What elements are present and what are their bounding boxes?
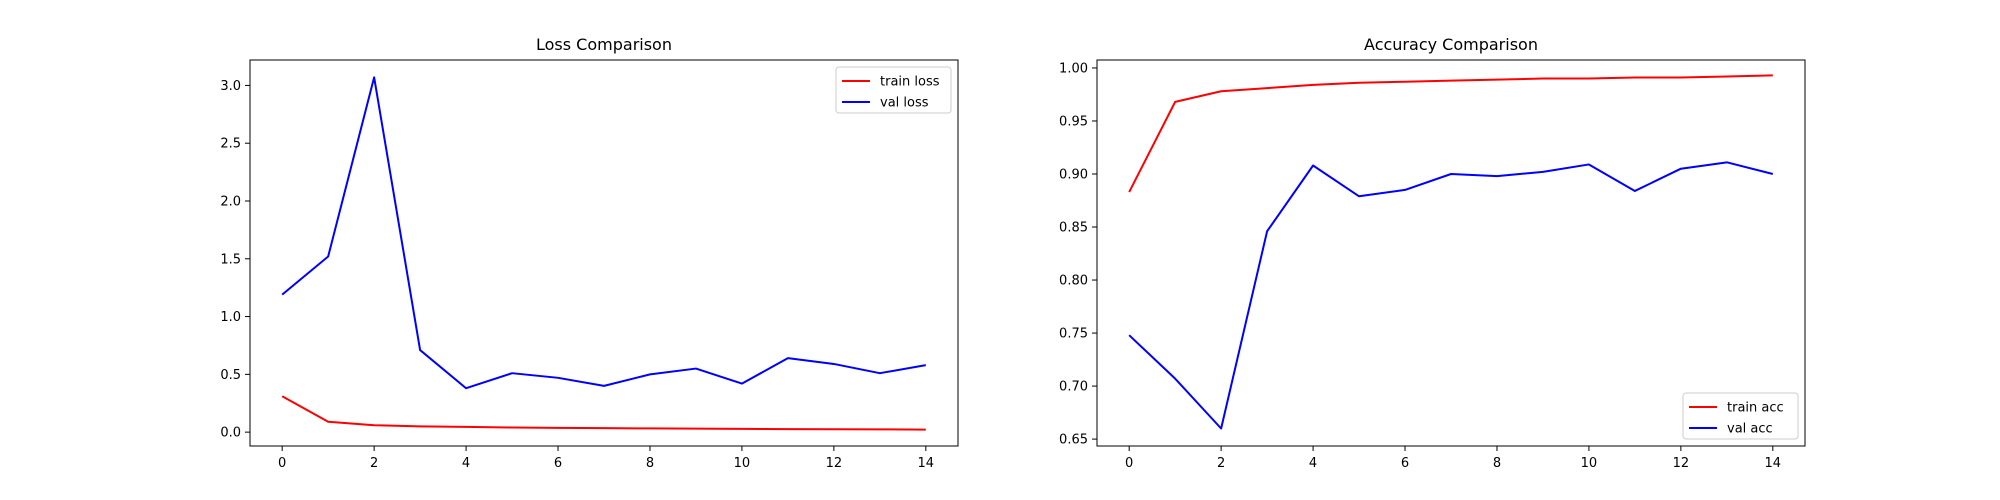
- x-tick-label: 12: [1673, 456, 1690, 471]
- y-tick-label: 0.0: [220, 426, 241, 441]
- y-tick-label: 0.80: [1059, 274, 1088, 289]
- y-tick-label: 1.5: [220, 252, 241, 267]
- legend: train loss val loss: [835, 66, 952, 114]
- y-tick-label: 0.5: [220, 368, 241, 383]
- x-tick-label: 12: [826, 456, 843, 471]
- axes-frame: [249, 59, 959, 447]
- y-tick-label: 0.95: [1059, 114, 1088, 129]
- axes-frame: [1096, 59, 1806, 447]
- legend-label: train acc: [1727, 401, 1784, 416]
- chart-title: Loss Comparison: [536, 35, 672, 54]
- legend-label: train loss: [880, 75, 940, 90]
- series-line-train-loss: [281, 395, 926, 431]
- y-tick-label: 3.0: [220, 79, 241, 94]
- y-tick-label: 1.00: [1059, 61, 1088, 76]
- y-tick-label: 0.75: [1059, 327, 1088, 342]
- y-tick-label: 0.70: [1059, 380, 1088, 395]
- x-tick-label: 8: [646, 456, 654, 471]
- x-tick-label: 0: [1125, 456, 1133, 471]
- x-tick-label: 2: [370, 456, 378, 471]
- x-tick-label: 6: [1401, 456, 1409, 471]
- y-tick-label: 1.0: [220, 310, 241, 325]
- chart-title: Accuracy Comparison: [1364, 35, 1538, 54]
- legend-label: val acc: [1727, 422, 1773, 437]
- x-tick-label: 0: [278, 456, 286, 471]
- x-tick-label: 14: [1765, 456, 1782, 471]
- x-tick-label: 4: [462, 456, 470, 471]
- y-tick-label: 0.65: [1059, 433, 1088, 448]
- series-line-train-acc: [1128, 74, 1773, 193]
- series-line-val-loss: [281, 76, 926, 390]
- y-tick-label: 0.85: [1059, 221, 1088, 236]
- x-tick-label: 4: [1309, 456, 1317, 471]
- series-line-val-acc: [1128, 161, 1774, 430]
- legend-label: val loss: [880, 96, 929, 111]
- y-tick-label: 0.90: [1059, 167, 1088, 182]
- legend: train acc val acc: [1682, 392, 1799, 440]
- loss-comparison-chart: Loss Comparison 0 2 4 6 8 10 12 14 0.0 0.5 1.0 1.5 2.…: [220, 35, 959, 471]
- x-tick-label: 10: [1581, 456, 1598, 471]
- y-tick-label: 2.0: [220, 194, 241, 209]
- accuracy-comparison-chart: Accuracy Comparison 0 2 4 6 8 10 12 14 0.65 0.70 0.…: [1059, 35, 1806, 471]
- x-tick-label: 14: [918, 456, 935, 471]
- y-tick-label: 2.5: [220, 137, 241, 152]
- x-tick-label: 2: [1217, 456, 1225, 471]
- x-tick-label: 8: [1493, 456, 1501, 471]
- x-tick-label: 10: [734, 456, 751, 471]
- x-tick-label: 6: [554, 456, 562, 471]
